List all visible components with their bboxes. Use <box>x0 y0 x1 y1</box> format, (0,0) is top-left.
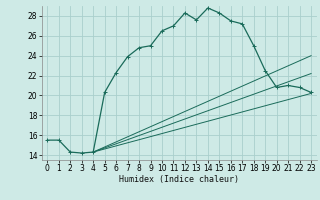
X-axis label: Humidex (Indice chaleur): Humidex (Indice chaleur) <box>119 175 239 184</box>
